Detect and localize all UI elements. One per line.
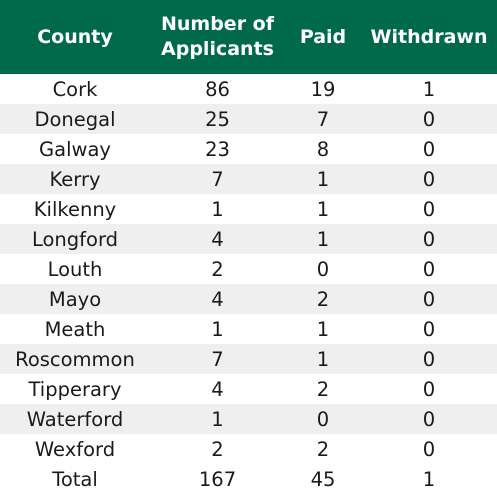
cell-applicants: 1	[150, 194, 285, 224]
table-row: Kilkenny 1 1 0	[0, 194, 497, 224]
cell-county: Galway	[0, 134, 150, 164]
header-withdrawn: Withdrawn	[361, 0, 497, 74]
cell-paid: 7	[285, 104, 361, 134]
cell-applicants: 7	[150, 344, 285, 374]
header-applicants-line2: Applicants	[161, 38, 274, 60]
cell-paid: 8	[285, 134, 361, 164]
table-row: Waterford 1 0 0	[0, 404, 497, 434]
cell-applicants: 4	[150, 284, 285, 314]
cell-county: Donegal	[0, 104, 150, 134]
cell-paid: 1	[285, 164, 361, 194]
header-applicants-line1: Number of	[160, 13, 275, 35]
cell-withdrawn: 0	[361, 194, 497, 224]
cell-applicants: 1	[150, 404, 285, 434]
total-applicants: 167	[150, 464, 285, 494]
cell-county: Louth	[0, 254, 150, 284]
cell-paid: 1	[285, 194, 361, 224]
cell-applicants: 86	[150, 74, 285, 104]
table-row: Cork 86 19 1	[0, 74, 497, 104]
cell-paid: 2	[285, 374, 361, 404]
cell-applicants: 23	[150, 134, 285, 164]
cell-withdrawn: 0	[361, 254, 497, 284]
header-county-label: County	[37, 25, 113, 48]
total-label: Total	[0, 464, 150, 494]
cell-withdrawn: 0	[361, 284, 497, 314]
cell-county: Kilkenny	[0, 194, 150, 224]
table-row: Tipperary 4 2 0	[0, 374, 497, 404]
cell-county: Wexford	[0, 434, 150, 464]
header-county: County	[0, 0, 150, 74]
cell-paid: 0	[285, 254, 361, 284]
table-row: Mayo 4 2 0	[0, 284, 497, 314]
header-row: County Number of Applicants Paid Withdra…	[0, 0, 497, 74]
cell-paid: 19	[285, 74, 361, 104]
cell-county: Roscommon	[0, 344, 150, 374]
table-row: Meath 1 1 0	[0, 314, 497, 344]
table-row: Wexford 2 2 0	[0, 434, 497, 464]
cell-withdrawn: 0	[361, 314, 497, 344]
cell-withdrawn: 0	[361, 134, 497, 164]
table-row: Roscommon 7 1 0	[0, 344, 497, 374]
cell-county: Cork	[0, 74, 150, 104]
table-header: County Number of Applicants Paid Withdra…	[0, 0, 497, 74]
header-paid-label: Paid	[299, 25, 347, 48]
cell-county: Meath	[0, 314, 150, 344]
header-paid: Paid	[285, 0, 361, 74]
cell-withdrawn: 0	[361, 224, 497, 254]
table-row: Longford 4 1 0	[0, 224, 497, 254]
cell-paid: 1	[285, 224, 361, 254]
cell-withdrawn: 0	[361, 374, 497, 404]
cell-paid: 2	[285, 284, 361, 314]
total-row: Total 167 45 1	[0, 464, 497, 494]
cell-withdrawn: 0	[361, 104, 497, 134]
cell-applicants: 1	[150, 314, 285, 344]
cell-applicants: 4	[150, 374, 285, 404]
table-row: Kerry 7 1 0	[0, 164, 497, 194]
cell-applicants: 4	[150, 224, 285, 254]
cell-applicants: 7	[150, 164, 285, 194]
cell-county: Longford	[0, 224, 150, 254]
cell-withdrawn: 0	[361, 434, 497, 464]
cell-paid: 2	[285, 434, 361, 464]
cell-withdrawn: 1	[361, 74, 497, 104]
cell-county: Tipperary	[0, 374, 150, 404]
cell-county: Mayo	[0, 284, 150, 314]
cell-county: Kerry	[0, 164, 150, 194]
cell-applicants: 2	[150, 254, 285, 284]
cell-paid: 1	[285, 344, 361, 374]
cell-paid: 0	[285, 404, 361, 434]
header-withdrawn-label: Withdrawn	[370, 25, 488, 48]
table-body: Cork 86 19 1 Donegal 25 7 0 Galway 23 8 …	[0, 74, 497, 494]
table-row: Louth 2 0 0	[0, 254, 497, 284]
header-applicants: Number of Applicants	[150, 0, 285, 74]
total-paid: 45	[285, 464, 361, 494]
table-row: Donegal 25 7 0	[0, 104, 497, 134]
cell-withdrawn: 0	[361, 344, 497, 374]
cell-applicants: 25	[150, 104, 285, 134]
cell-applicants: 2	[150, 434, 285, 464]
cell-withdrawn: 0	[361, 404, 497, 434]
table-row: Galway 23 8 0	[0, 134, 497, 164]
cell-withdrawn: 0	[361, 164, 497, 194]
cell-county: Waterford	[0, 404, 150, 434]
total-withdrawn: 1	[361, 464, 497, 494]
cell-paid: 1	[285, 314, 361, 344]
